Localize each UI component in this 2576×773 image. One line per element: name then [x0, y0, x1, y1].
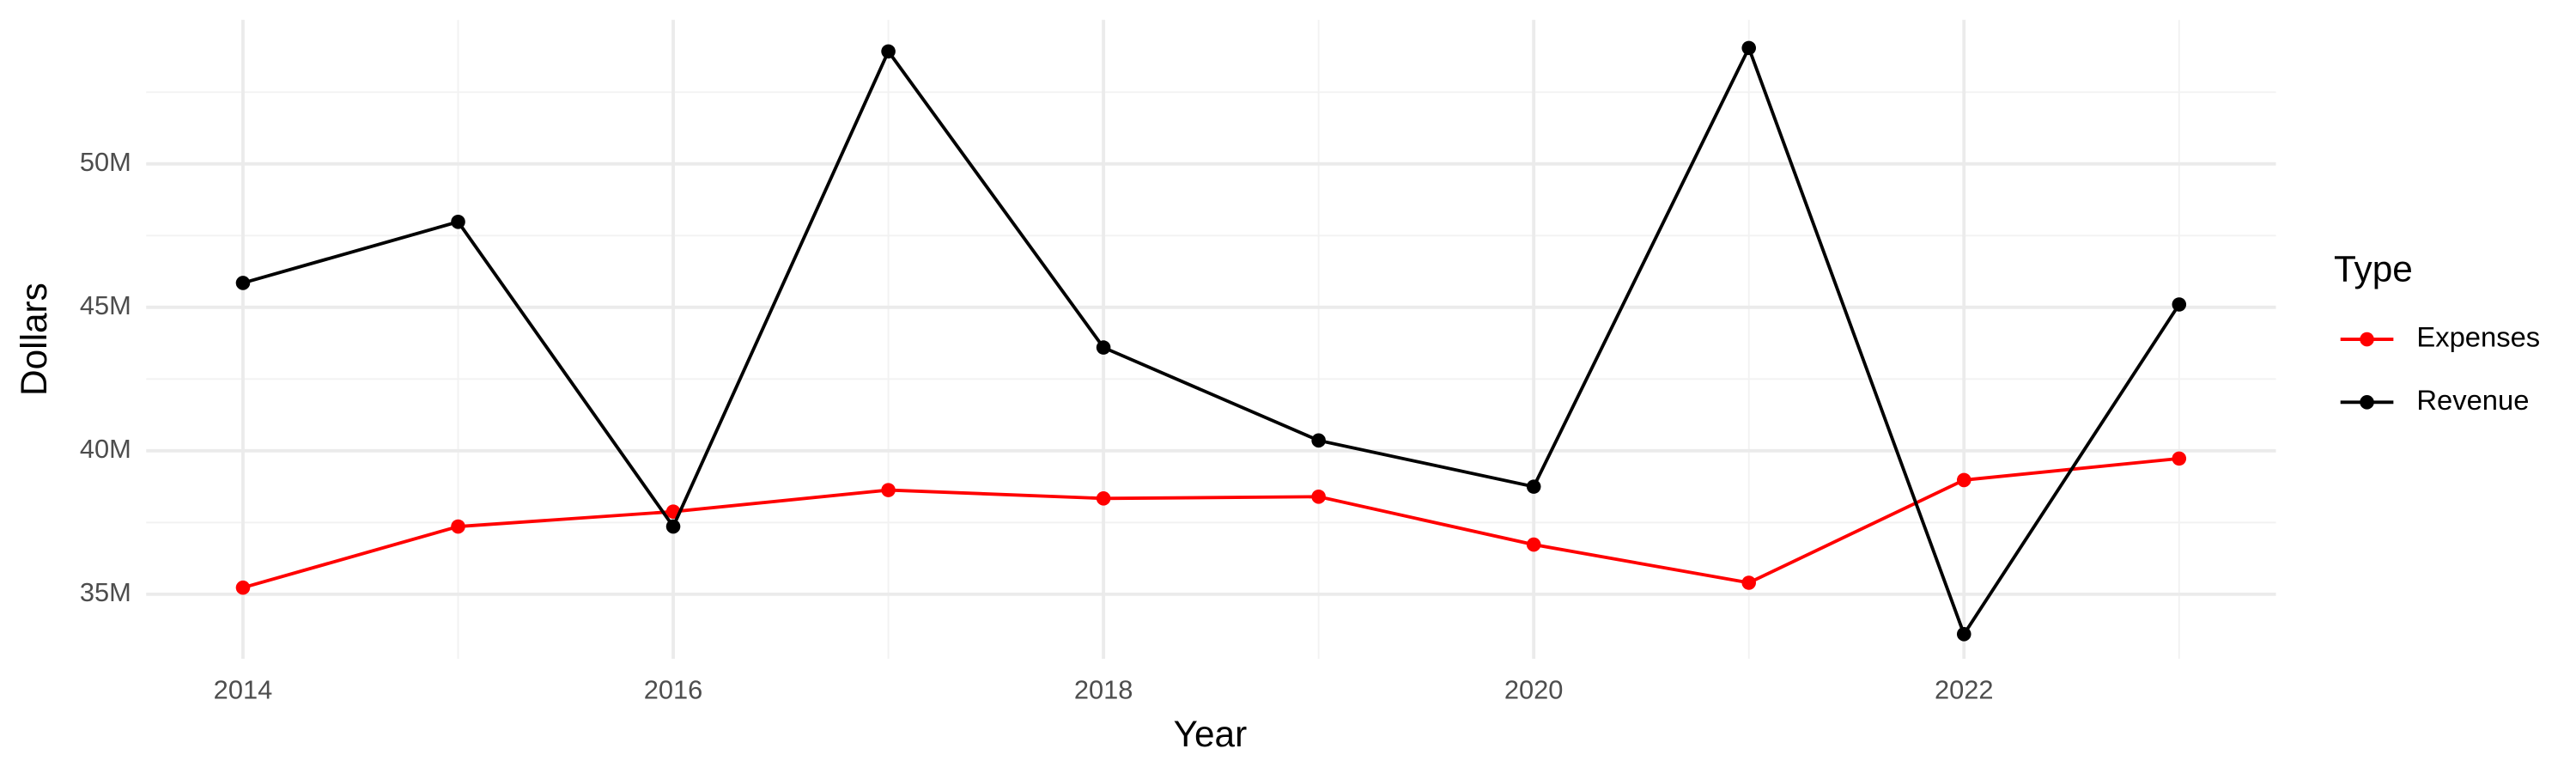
- data-point: [1741, 575, 1757, 590]
- data-point: [881, 483, 896, 497]
- data-point: [1526, 479, 1541, 494]
- series-line: [242, 456, 2179, 590]
- data-point: [451, 215, 465, 229]
- grid: [146, 20, 2276, 660]
- x-tick-label: 2022: [1935, 675, 1994, 705]
- data-point: [2172, 297, 2187, 312]
- data-point: [1311, 433, 1326, 448]
- data-point: [1311, 490, 1326, 504]
- legend-label: Expenses: [2416, 321, 2540, 353]
- legend-swatch: [2360, 332, 2374, 347]
- y-tick-label: 40M: [80, 434, 131, 464]
- legend-swatch: [2360, 395, 2374, 410]
- y-tick-label: 50M: [80, 147, 131, 177]
- data-point: [1096, 491, 1111, 506]
- y-tick-label: 35M: [80, 577, 131, 607]
- data-point: [1526, 537, 1541, 552]
- x-tick-label: 2016: [644, 675, 703, 705]
- data-point: [2172, 451, 2187, 466]
- legend-label: Revenue: [2416, 384, 2529, 416]
- data-point: [1096, 340, 1111, 355]
- series-line: [242, 43, 2181, 638]
- data-point: [665, 519, 681, 534]
- legend-title: Type: [2334, 248, 2413, 289]
- data-point: [1956, 472, 1971, 488]
- data-point: [235, 276, 251, 290]
- data-point: [1956, 627, 1971, 642]
- x-axis-title: Year: [1174, 714, 1248, 754]
- x-tick-label: 2018: [1074, 675, 1133, 705]
- data-point: [451, 519, 465, 534]
- data-point: [881, 44, 896, 59]
- plot-area: [235, 40, 2187, 642]
- data-point: [1741, 40, 1757, 56]
- y-tick-label: 45M: [80, 290, 131, 320]
- x-tick-label: 2020: [1504, 675, 1564, 705]
- legend: Expenses Revenue: [2340, 321, 2540, 416]
- data-point: [235, 580, 251, 595]
- x-tick-label: 2014: [214, 675, 273, 705]
- y-axis-title: Dollars: [14, 283, 54, 396]
